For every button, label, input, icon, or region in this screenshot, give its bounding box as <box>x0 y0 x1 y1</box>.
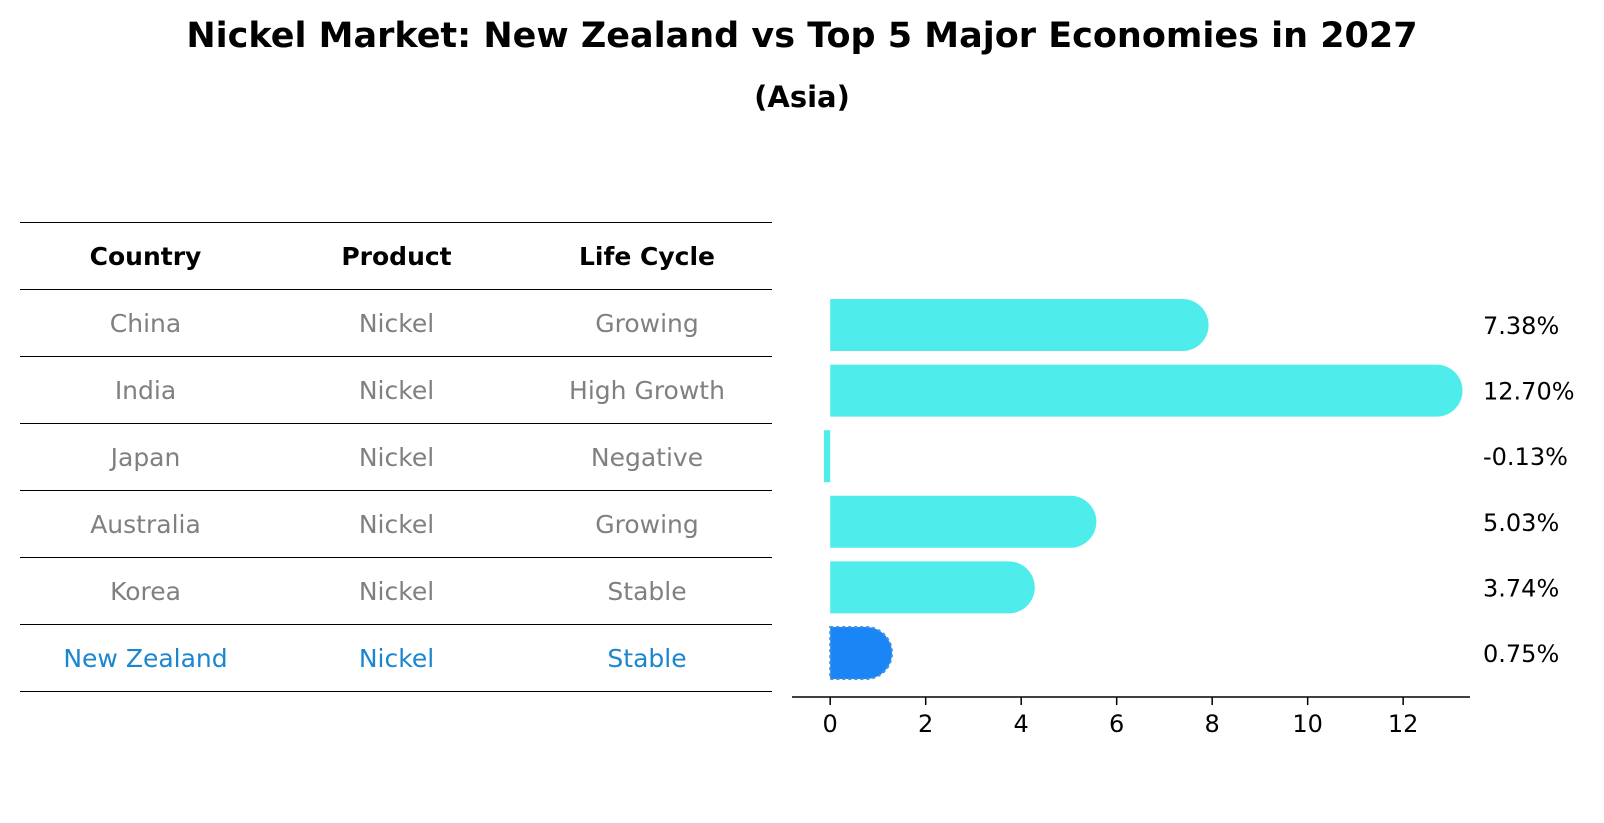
header-product: Product <box>271 222 522 290</box>
bar-value-label: -0.13% <box>1483 443 1568 471</box>
x-tick-label: 6 <box>1109 710 1124 738</box>
cell-product: Nickel <box>271 289 522 357</box>
x-tick-label: 0 <box>823 710 838 738</box>
cell-product: Nickel <box>271 624 522 692</box>
country-table: Country Product Life Cycle China Nickel … <box>20 222 772 692</box>
table-header-row: Country Product Life Cycle <box>20 222 772 290</box>
chart-title: Nickel Market: New Zealand vs Top 5 Majo… <box>186 16 1418 56</box>
cell-life-cycle: Growing <box>522 490 772 558</box>
cell-product: Nickel <box>271 490 522 558</box>
cell-country: Korea <box>20 557 271 625</box>
cell-product: Nickel <box>271 557 522 625</box>
bar-value-label: 0.75% <box>1483 640 1559 668</box>
header-life-cycle: Life Cycle <box>522 222 772 290</box>
cell-life-cycle: High Growth <box>522 356 772 424</box>
bar-value-label: 3.74% <box>1483 574 1559 602</box>
cell-product: Nickel <box>271 356 522 424</box>
cell-life-cycle: Stable <box>522 557 772 625</box>
x-tick-label: 2 <box>918 710 933 738</box>
x-tick-label: 12 <box>1388 710 1419 738</box>
bar-value-label: 7.38% <box>1483 312 1559 340</box>
bar <box>830 299 1209 351</box>
x-tick-label: 4 <box>1014 710 1029 738</box>
table-row: China Nickel Growing <box>20 289 772 357</box>
bar <box>830 495 1097 548</box>
cell-country: India <box>20 356 271 424</box>
cell-life-cycle: Negative <box>522 423 772 491</box>
cell-life-cycle: Stable <box>522 624 772 692</box>
table-row: India Nickel High Growth <box>20 356 772 424</box>
bar-value-label: 12.70% <box>1483 378 1575 406</box>
table-row: New Zealand Nickel Stable <box>20 624 772 692</box>
table-row: Japan Nickel Negative <box>20 423 772 491</box>
chart-subtitle: (Asia) <box>754 80 850 114</box>
cell-country: Australia <box>20 490 271 558</box>
bar <box>830 561 1035 614</box>
bar <box>823 430 831 483</box>
cell-country: Japan <box>20 423 271 491</box>
table-row: Korea Nickel Stable <box>20 557 772 625</box>
bar <box>829 626 894 680</box>
table-row: Australia Nickel Growing <box>20 490 772 558</box>
bar-value-label: 5.03% <box>1483 509 1559 537</box>
x-tick-label: 10 <box>1292 710 1323 738</box>
cell-product: Nickel <box>271 423 522 491</box>
cell-life-cycle: Growing <box>522 289 772 357</box>
cell-country: China <box>20 289 271 357</box>
cell-country: New Zealand <box>20 624 271 692</box>
header-country: Country <box>20 222 271 290</box>
x-tick-label: 8 <box>1205 710 1220 738</box>
bar <box>830 364 1463 417</box>
